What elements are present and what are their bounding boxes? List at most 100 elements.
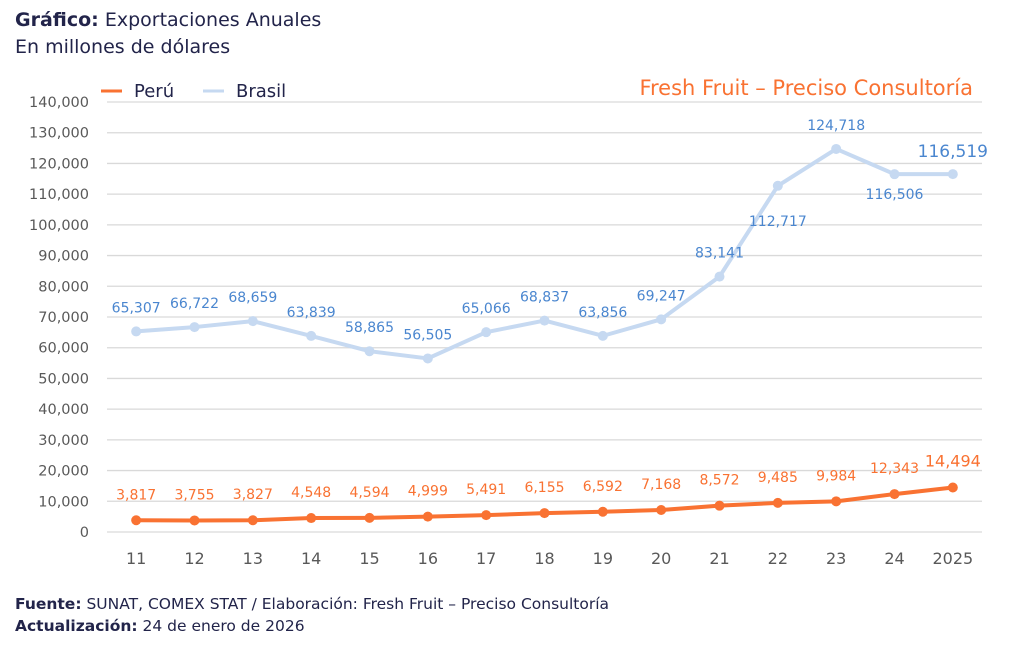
x-tick-label: 2025: [932, 549, 973, 568]
chart-title-label: Gráfico:: [15, 9, 99, 31]
x-tick-label: 23: [826, 549, 846, 568]
brasil-data-label: 63,839: [287, 305, 336, 321]
y-tick-label: 20,000: [38, 464, 89, 480]
peru-data-label: 5,491: [466, 482, 506, 498]
brasil-point: [481, 327, 492, 338]
chart-title-block: Gráfico: Exportaciones Anuales En millon…: [15, 7, 321, 61]
chart-footer: Fuente: SUNAT, COMEX STAT / Elaboración:…: [15, 593, 609, 637]
y-tick-label: 130,000: [29, 126, 89, 142]
brasil-point: [597, 330, 608, 341]
y-tick-label: 120,000: [29, 156, 89, 172]
brand-label: Fresh Fruit – Preciso Consultoría: [639, 76, 973, 100]
y-tick-label: 10,000: [38, 494, 89, 510]
y-tick-label: 80,000: [38, 279, 89, 295]
brasil-point: [364, 346, 375, 357]
x-axis: 11 12 13 14 15 16 17 18 19 20 21 22 23 24 2025: [126, 549, 973, 568]
peru-point: [656, 504, 667, 515]
update-text: 24 de enero de 2026: [142, 617, 305, 635]
y-tick-label: 110,000: [29, 187, 89, 203]
brasil-data-label: 124,718: [807, 118, 865, 134]
x-tick-label: 17: [476, 549, 496, 568]
y-tick-label: 50,000: [38, 371, 89, 387]
brasil-data-label: 112,717: [749, 214, 807, 230]
brasil-data-label: 116,519: [918, 142, 988, 162]
x-tick-label: 22: [768, 549, 788, 568]
chart-title-text: Exportaciones Anuales: [104, 9, 322, 31]
y-tick-label: 0: [80, 525, 89, 541]
brasil-point: [306, 330, 317, 341]
peru-data-label: 4,999: [408, 484, 448, 500]
peru-point: [422, 511, 433, 522]
peru-point: [189, 515, 200, 526]
y-tick-label: 140,000: [29, 95, 89, 111]
brasil-data-label: 116,506: [866, 187, 924, 203]
x-tick-label: 16: [418, 549, 438, 568]
x-tick-label: 15: [359, 549, 379, 568]
brasil-point: [656, 314, 667, 325]
brasil-data-label: 58,865: [345, 320, 394, 336]
peru-point: [947, 482, 958, 493]
x-tick-label: 21: [709, 549, 729, 568]
peru-data-label: 6,155: [524, 480, 564, 496]
brasil-point: [131, 326, 142, 337]
x-tick-label: 12: [184, 549, 204, 568]
brasil-data-label: 68,837: [520, 290, 569, 306]
update-label: Actualización:: [15, 617, 138, 635]
brasil-data-label: 65,307: [112, 300, 161, 316]
legend-label-brasil: Brasil: [236, 81, 286, 102]
peru-point: [597, 506, 608, 517]
brasil-point: [247, 316, 258, 327]
brasil-data-label: 83,141: [695, 246, 744, 262]
peru-data-label: 3,817: [116, 487, 156, 503]
y-tick-label: 60,000: [38, 341, 89, 357]
peru-point: [131, 515, 142, 526]
legend: Perú Brasil: [101, 81, 286, 102]
brasil-point: [714, 271, 725, 282]
brasil-data-label: 65,066: [462, 301, 511, 317]
y-tick-label: 90,000: [38, 249, 89, 265]
brasil-point: [422, 353, 433, 364]
brasil-point: [947, 169, 958, 180]
brasil-data-label: 56,505: [403, 327, 452, 343]
y-axis: 0 10,000 20,000 30,000 40,000 50,000 60,000 70,…: [29, 95, 89, 541]
brasil-data-label: 66,722: [170, 296, 219, 312]
peru-data-label: 8,572: [699, 473, 739, 489]
peru-data-label: 6,592: [583, 479, 623, 495]
x-tick-label: 20: [651, 549, 671, 568]
peru-data-label: 14,494: [925, 451, 981, 470]
peru-data-label: 4,594: [349, 485, 389, 501]
peru-point: [481, 510, 492, 521]
chart-title: Gráfico: Exportaciones Anuales: [15, 7, 321, 34]
brasil-point: [772, 180, 783, 191]
x-tick-label: 11: [126, 549, 146, 568]
peru-data-label: 3,755: [174, 487, 214, 503]
brasil-data-label: 69,247: [637, 288, 686, 304]
x-tick-label: 18: [534, 549, 554, 568]
y-tick-label: 70,000: [38, 310, 89, 326]
y-tick-label: 100,000: [29, 218, 89, 234]
brasil-point: [539, 315, 550, 326]
peru-data-label: 3,827: [233, 487, 273, 503]
peru-data-label: 12,343: [870, 461, 919, 477]
brasil-point: [889, 169, 900, 180]
source-label: Fuente:: [15, 595, 82, 613]
x-tick-label: 24: [884, 549, 904, 568]
update-line: Actualización: 24 de enero de 2026: [15, 615, 609, 637]
x-tick-label: 13: [243, 549, 263, 568]
brasil-data-label: 68,659: [228, 290, 277, 306]
peru-point: [714, 500, 725, 511]
peru-data-label: 7,168: [641, 477, 681, 493]
peru-point: [306, 513, 317, 524]
series-peru: 3,817 3,755 3,827 4,548 4,594 4,999 5,491 6,155…: [116, 451, 981, 526]
brasil-data-label: 63,856: [578, 305, 627, 321]
brasil-point: [831, 143, 842, 154]
peru-point: [889, 489, 900, 500]
x-tick-label: 14: [301, 549, 321, 568]
peru-data-label: 9,485: [758, 470, 798, 486]
peru-point: [247, 515, 258, 526]
peru-point: [772, 497, 783, 508]
series-brasil: 65,307 66,722 68,659 63,839 58,865 56,505 65,0…: [112, 118, 988, 364]
y-tick-label: 30,000: [38, 433, 89, 449]
source-text: SUNAT, COMEX STAT / Elaboración: Fresh F…: [86, 595, 610, 613]
